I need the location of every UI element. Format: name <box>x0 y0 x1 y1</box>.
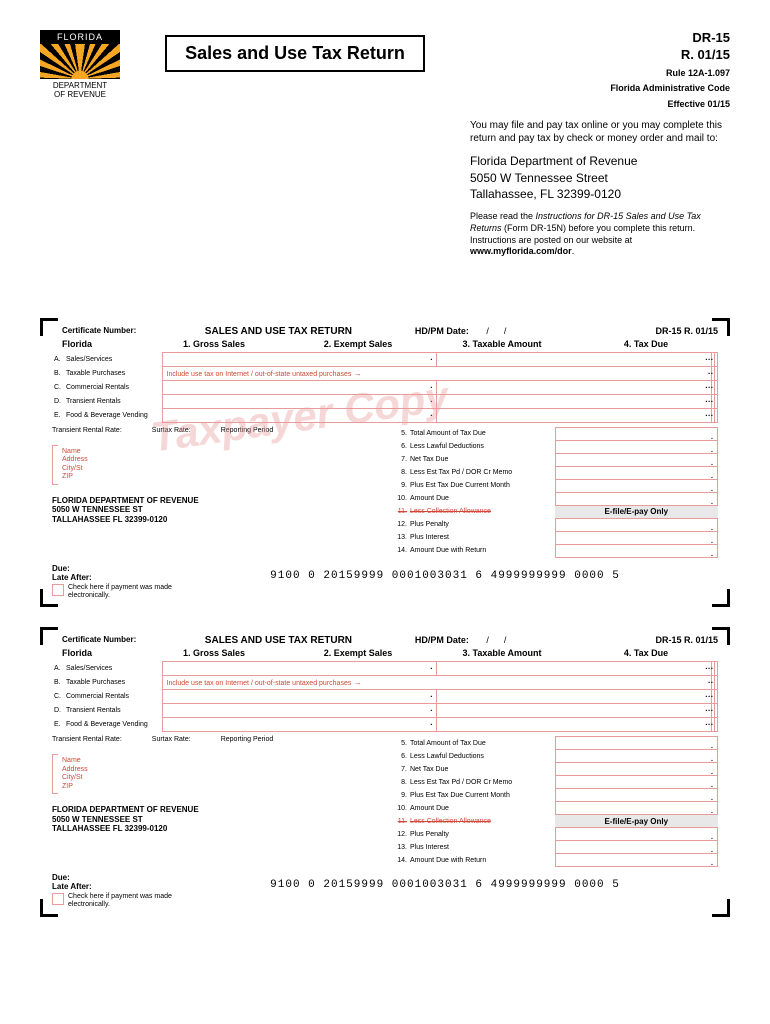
dept-text: DEPARTMENT OF REVENUE <box>40 82 120 100</box>
filing-instructions: You may file and pay tax online or you m… <box>470 119 730 145</box>
col-gross-sales: 1. Gross Sales <box>142 339 286 349</box>
dept-address: FLORIDA DEPARTMENT OF REVENUE 5050 W TEN… <box>52 496 392 525</box>
col-tax-due: 4. Tax Due <box>574 339 718 349</box>
transient-rate-label: Transient Rental Rate: <box>52 427 122 434</box>
due-dates-box: Due: Late After: Check here if payment w… <box>52 564 172 599</box>
mailing-address: Florida Department of Revenue 5050 W Ten… <box>470 153 730 203</box>
form-title: Sales and Use Tax Return <box>165 35 425 72</box>
main-data-table: A.Sales/Services B.Taxable PurchasesIncl… <box>52 352 718 423</box>
page-header: FLORIDA DEPARTMENT OF REVENUE Sales and … <box>40 30 730 258</box>
calculation-table: 5.Total Amount of Tax Due 6.Less Lawful … <box>392 427 718 558</box>
instructions-note: Please read the Instructions for DR-15 S… <box>470 211 730 258</box>
date-label: HD/PM Date: / / <box>415 326 597 337</box>
cert-number-label: Certificate Number: <box>52 326 142 337</box>
logo-state-text: FLORIDA <box>40 30 120 44</box>
rule-text: Rule 12A-1.097 <box>470 68 730 80</box>
department-copy-section: Certificate Number: SALES AND USE TAX RE… <box>40 627 730 916</box>
header-right: DR-15 R. 01/15 Rule 12A-1.097 Florida Ad… <box>470 30 730 258</box>
calculation-table-2: 5.Total Amount of Tax Due 6.Less Lawful … <box>392 736 718 867</box>
form-ref: DR-15 R. 01/15 <box>597 326 718 337</box>
checkbox-label: Check here if payment was made electroni… <box>68 584 172 599</box>
logo-area: FLORIDA DEPARTMENT OF REVENUE <box>40 30 120 258</box>
main-data-table-2: A.Sales/Services B.Taxable PurchasesIncl… <box>52 661 718 732</box>
address-field-labels: Name Address City/St ZIP <box>58 448 88 482</box>
effective-text: Effective 01/15 <box>470 99 730 111</box>
taxpayer-copy-section: Taxpayer Copy Certificate Number: SALES … <box>40 318 730 607</box>
col-exempt-sales: 2. Exempt Sales <box>286 339 430 349</box>
sunburst-logo <box>40 44 120 79</box>
efile-badge: E-file/E-pay Only <box>555 505 718 518</box>
form-revision: R. 01/15 <box>470 47 730 64</box>
code-text: Florida Administrative Code <box>470 83 730 95</box>
ocr-scan-line-2: 9100 0 20159999 0001003031 6 4999999999 … <box>172 873 718 891</box>
col-taxable-amount: 3. Taxable Amount <box>430 339 574 349</box>
ocr-scan-line: 9100 0 20159999 0001003031 6 4999999999 … <box>172 564 718 582</box>
section-title: SALES AND USE TAX RETURN <box>142 326 415 337</box>
form-id: DR-15 <box>470 30 730 47</box>
reporting-period-label: Reporting Period <box>221 427 274 434</box>
header-center: Sales and Use Tax Return <box>165 30 425 258</box>
state-name: Florida <box>52 339 142 349</box>
surtax-rate-label: Surtax Rate: <box>152 427 191 434</box>
